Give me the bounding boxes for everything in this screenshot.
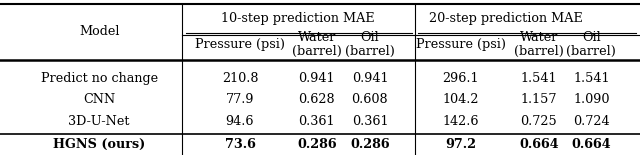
Text: HGNS (ours): HGNS (ours) [53,138,145,151]
Text: 0.941: 0.941 [298,72,335,85]
Text: Predict no change: Predict no change [40,72,158,85]
Text: 104.2: 104.2 [442,93,479,106]
Text: 1.157: 1.157 [520,93,557,106]
Text: 0.664: 0.664 [572,138,611,151]
Text: 0.361: 0.361 [298,115,335,128]
Text: 73.6: 73.6 [225,138,255,151]
Text: Model: Model [79,25,120,38]
Text: 1.090: 1.090 [573,93,610,106]
Text: 142.6: 142.6 [442,115,479,128]
Text: 94.6: 94.6 [226,115,254,128]
Text: 0.608: 0.608 [351,93,388,106]
Text: 0.628: 0.628 [298,93,335,106]
Text: 20-step prediction MAE: 20-step prediction MAE [429,12,582,25]
Text: Water
(barrel): Water (barrel) [514,31,564,58]
Text: Oil
(barrel): Oil (barrel) [345,31,395,58]
Text: 0.286: 0.286 [350,138,390,151]
Text: 77.9: 77.9 [226,93,254,106]
Text: 0.941: 0.941 [351,72,388,85]
Text: Oil
(barrel): Oil (barrel) [566,31,616,58]
Text: 10-step prediction MAE: 10-step prediction MAE [221,12,374,25]
Text: Water
(barrel): Water (barrel) [292,31,342,58]
Text: CNN: CNN [83,93,115,106]
Text: 0.725: 0.725 [520,115,557,128]
Text: Pressure (psi): Pressure (psi) [195,38,285,51]
Text: 296.1: 296.1 [442,72,479,85]
Text: 0.361: 0.361 [351,115,388,128]
Text: 0.286: 0.286 [297,138,337,151]
Text: 0.664: 0.664 [519,138,559,151]
Text: 210.8: 210.8 [221,72,259,85]
Text: 97.2: 97.2 [445,138,476,151]
Text: 1.541: 1.541 [520,72,557,85]
Text: 1.541: 1.541 [573,72,610,85]
Text: Pressure (psi): Pressure (psi) [416,38,506,51]
Text: 0.724: 0.724 [573,115,610,128]
Text: 3D-U-Net: 3D-U-Net [68,115,130,128]
